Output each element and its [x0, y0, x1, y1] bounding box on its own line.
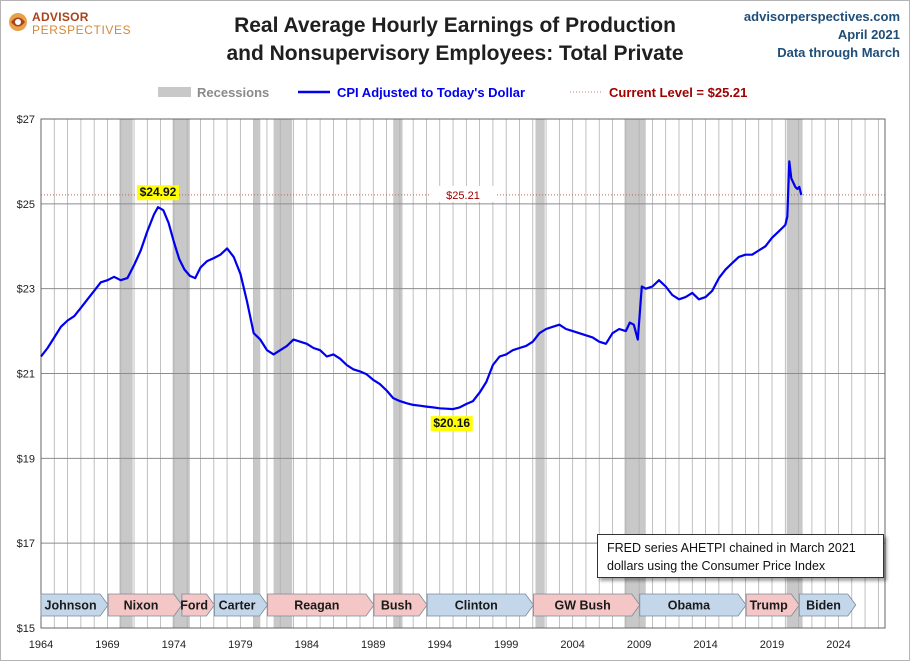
president-name: Bush — [381, 599, 412, 613]
president-term-obama — [639, 593, 747, 617]
president-name: Nixon — [124, 599, 159, 613]
president-name: Reagan — [294, 599, 339, 613]
president-name: Trump — [750, 599, 789, 613]
x-tick-label: 1969 — [95, 639, 119, 651]
president-term-bush — [373, 593, 428, 617]
series-line — [40, 160, 803, 411]
source-note: FRED series AHETPI chained in March 2021… — [597, 534, 884, 578]
president-terms: Johnson Nixon Ford Carter Reagan Bush Clinton G… — [40, 593, 857, 617]
annotation-label: $24.92 — [140, 185, 177, 199]
president-term-nixon — [107, 593, 183, 617]
x-tick-label: 2014 — [693, 639, 717, 651]
y-tick-label: $27 — [17, 114, 35, 126]
source-date: April 2021 — [837, 27, 900, 42]
president-name: Johnson — [45, 599, 97, 613]
y-tick-label: $17 — [17, 538, 35, 550]
logo-mark-icon — [9, 13, 27, 31]
president-term-carter — [214, 593, 269, 617]
y-tick-label: $15 — [17, 623, 35, 635]
source-note-line2: dollars using the Consumer Price Index — [607, 559, 826, 573]
x-tick-label: 1999 — [494, 639, 518, 651]
logo: ADVISOR PERSPECTIVES — [8, 8, 158, 38]
legend: Recessions CPI Adjusted to Today's Dollar… — [158, 85, 747, 100]
y-tick-label: $21 — [17, 369, 35, 381]
series-lines — [40, 160, 803, 411]
x-tick-label: 1974 — [162, 639, 186, 651]
axes: $15 $17 $19 $21 $23 $25 $27 1964 1969 1974 1979 198… — [17, 114, 886, 651]
president-term-trump — [745, 593, 800, 617]
legend-current-label: Current Level = $25.21 — [609, 85, 747, 100]
president-name: GW Bush — [554, 599, 610, 613]
president-name: Biden — [806, 599, 841, 613]
president-term-reagan — [267, 593, 375, 617]
logo-text-bottom: PERSPECTIVES — [32, 23, 132, 37]
president-name: Clinton — [455, 599, 498, 613]
chart-title-line1: Real Average Hourly Earnings of Producti… — [234, 14, 676, 37]
current-level-label-bg — [430, 185, 496, 202]
president-term-biden — [798, 593, 857, 617]
y-tick-label: $23 — [17, 284, 35, 296]
y-tick-label: $19 — [17, 453, 35, 465]
source-through: Data through March — [777, 45, 900, 60]
legend-recession-label: Recessions — [197, 85, 269, 100]
annotation-label: $20.16 — [433, 416, 470, 430]
source-note-line1: FRED series AHETPI chained in March 2021 — [607, 541, 856, 555]
annotation-highlight — [430, 416, 473, 432]
x-tick-label: 1984 — [295, 639, 319, 651]
president-term-gw-bush — [533, 593, 641, 617]
president-name: Ford — [180, 599, 208, 613]
legend-recession-swatch — [158, 87, 191, 97]
legend-series-label: CPI Adjusted to Today's Dollar — [337, 85, 525, 100]
president-term-johnson — [40, 593, 109, 617]
current-level-line: $25.21 — [41, 185, 885, 202]
x-tick-label: 1989 — [361, 639, 385, 651]
x-tick-label: 2004 — [560, 639, 584, 651]
source-info: advisorperspectives.com April 2021 Data … — [744, 8, 900, 62]
x-tick-label: 2019 — [760, 639, 784, 651]
chart-title: Real Average Hourly Earnings of Producti… — [150, 12, 760, 68]
plot-border — [40, 118, 886, 629]
chart-title-line2: and Nonsupervisory Employees: Total Priv… — [226, 42, 684, 65]
y-tick-label: $25 — [17, 199, 35, 211]
president-term-clinton — [426, 593, 534, 617]
source-site: advisorperspectives.com — [743, 9, 900, 24]
annotation-highlight — [136, 185, 179, 201]
annotations: $24.92 $20.16 — [136, 185, 473, 432]
x-tick-label: 1964 — [29, 639, 53, 651]
current-level-label: $25.21 — [446, 190, 480, 202]
president-term-ford — [181, 593, 215, 617]
x-tick-label: 2024 — [826, 639, 850, 651]
logo-text-top: ADVISOR — [32, 10, 89, 24]
x-tick-label: 2009 — [627, 639, 651, 651]
president-name: Obama — [668, 599, 711, 613]
x-tick-label: 1979 — [228, 639, 252, 651]
x-tick-label: 1994 — [427, 639, 451, 651]
president-name: Carter — [219, 599, 256, 613]
